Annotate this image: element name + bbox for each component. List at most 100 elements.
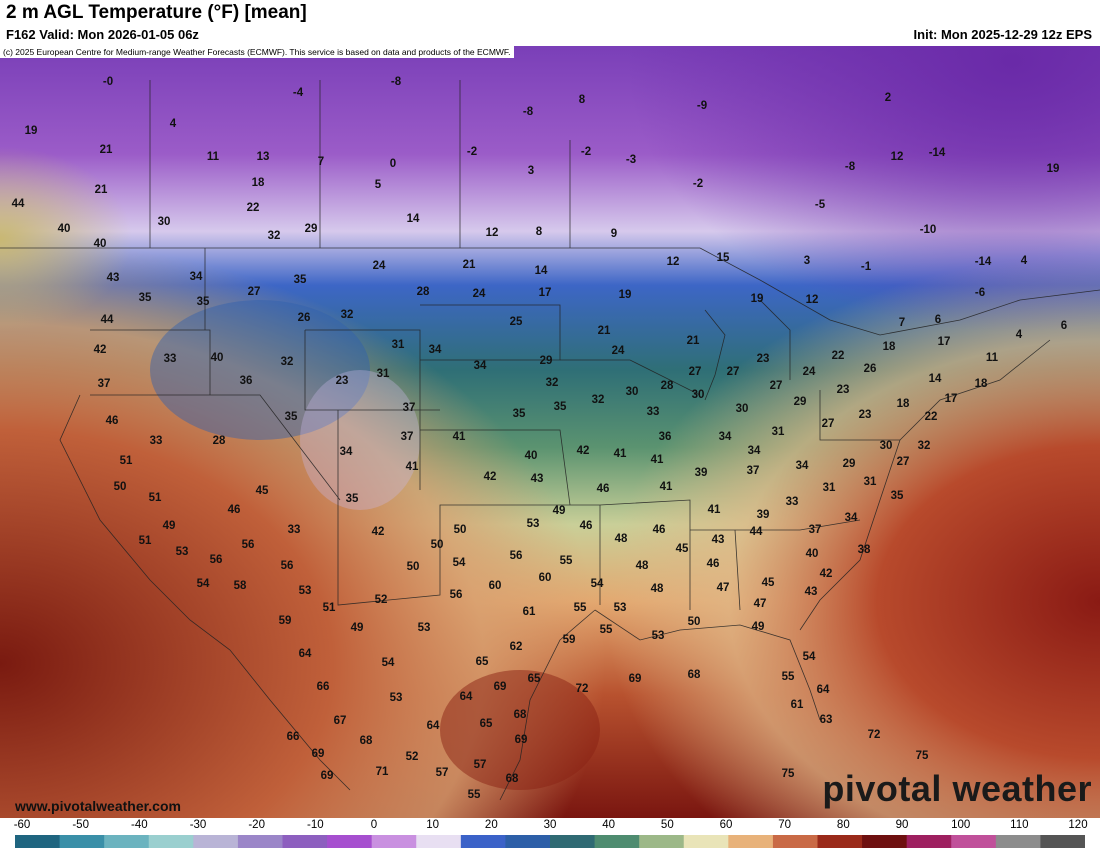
temperature-field [0, 46, 1100, 818]
temp-label: 41 [659, 481, 673, 493]
temp-label: 28 [416, 286, 430, 298]
temp-label: 4 [169, 118, 177, 130]
temp-label: 12 [890, 151, 904, 163]
website-url[interactable]: www.pivotalweather.com [15, 798, 181, 814]
colorbar-tick-label: 0 [370, 819, 378, 831]
temp-label: 24 [472, 288, 486, 300]
temp-label: 41 [613, 448, 627, 460]
temp-label: 61 [522, 606, 536, 618]
temp-label: 68 [359, 735, 373, 747]
temp-label: 41 [405, 461, 419, 473]
temp-label: 33 [646, 406, 660, 418]
temp-label: 75 [915, 750, 929, 762]
temp-label: 24 [802, 366, 816, 378]
temp-label: 35 [890, 490, 904, 502]
temp-label: 67 [333, 715, 347, 727]
temp-label: 31 [376, 368, 390, 380]
temp-label: 46 [579, 520, 593, 532]
temp-label: 72 [575, 683, 589, 695]
temp-label: 7 [898, 317, 906, 329]
colorbar-swatch [683, 835, 729, 848]
temp-label: 23 [756, 353, 770, 365]
temp-label: 37 [400, 431, 414, 443]
colorbar-swatch [772, 835, 819, 848]
temp-label: 29 [793, 396, 807, 408]
temp-label: 32 [280, 356, 294, 368]
colorbar-tick-label: 120 [1068, 819, 1088, 831]
temp-label: 18 [896, 398, 910, 410]
colorbar-swatch [59, 835, 105, 848]
temp-label: 53 [175, 546, 189, 558]
temp-label: 12 [485, 227, 499, 239]
colorbar-tick-label: -20 [248, 819, 265, 831]
temp-label: 75 [781, 768, 795, 780]
temp-label: 33 [149, 435, 163, 447]
colorbar-tick-label: 10 [426, 819, 440, 831]
temp-label: 35 [512, 408, 526, 420]
temp-label: 30 [625, 386, 639, 398]
temp-label: 23 [335, 375, 349, 387]
temp-label: 19 [24, 125, 38, 137]
temp-label: 40 [57, 223, 71, 235]
temp-label: 19 [750, 293, 764, 305]
temp-label: 31 [822, 482, 836, 494]
temp-label: -8 [390, 76, 402, 88]
colorbar-tick-label: -30 [189, 819, 207, 831]
colorbar-swatch [460, 835, 507, 848]
boundary-lines [0, 80, 1100, 801]
temp-label: 36 [239, 375, 253, 387]
colorbar-swatch [327, 835, 373, 848]
temp-label: 34 [747, 445, 761, 457]
init-time: Init: Mon 2025-12-29 12z EPS [913, 27, 1092, 42]
temp-label: 12 [805, 294, 819, 306]
temp-label: 8 [535, 226, 543, 238]
temp-label: 17 [538, 287, 552, 299]
temp-label: 34 [473, 360, 487, 372]
temp-label: -2 [580, 146, 592, 158]
temp-label: 59 [278, 615, 292, 627]
temp-label: 31 [771, 426, 785, 438]
temp-label: 66 [316, 681, 330, 693]
temp-label: 5 [374, 179, 382, 191]
temp-label: 49 [751, 621, 765, 633]
temp-label: -2 [692, 178, 704, 190]
temp-label: 42 [371, 526, 385, 538]
temp-label: 46 [706, 558, 720, 570]
temp-label: 63 [819, 714, 833, 726]
temp-label: 35 [284, 411, 298, 423]
temp-label: 66 [286, 731, 300, 743]
temp-label: 22 [924, 411, 938, 423]
temp-label: 65 [475, 656, 489, 668]
temperature-map[interactable]: (c) 2025 European Centre for Medium-rang… [0, 46, 1100, 818]
temp-label: 36 [658, 431, 672, 443]
temp-label: 28 [660, 380, 674, 392]
temp-label: 42 [93, 344, 107, 356]
temp-label: 30 [691, 389, 705, 401]
temp-label: 24 [372, 260, 386, 272]
temp-label: 8 [578, 94, 586, 106]
ecmwf-credit: (c) 2025 European Centre for Medium-rang… [0, 46, 514, 58]
temp-label: 27 [726, 366, 740, 378]
temp-label: 24 [611, 345, 625, 357]
temp-label: 33 [287, 524, 301, 536]
temp-label: 34 [795, 460, 809, 472]
temp-label: 21 [597, 325, 611, 337]
temp-label: 51 [322, 602, 336, 614]
colorbar-swatch [639, 835, 685, 848]
temp-label: 40 [210, 352, 224, 364]
temp-label: 69 [514, 734, 528, 746]
colorbar-swatch [594, 835, 640, 848]
temp-label: 56 [509, 550, 523, 562]
temp-label: 57 [473, 759, 487, 771]
temp-label: -5 [814, 199, 826, 211]
colorbar-tick-label: 20 [484, 819, 498, 831]
temp-label: 34 [428, 344, 442, 356]
temp-label: 27 [688, 366, 702, 378]
colorbar-swatch [1040, 835, 1085, 848]
temp-label: 68 [505, 773, 519, 785]
colorbar-tick-label: 30 [543, 819, 557, 831]
temp-label: 11 [985, 352, 999, 364]
temp-label: 53 [651, 630, 665, 642]
temp-label: 42 [483, 471, 497, 483]
temp-label: 51 [138, 535, 152, 547]
